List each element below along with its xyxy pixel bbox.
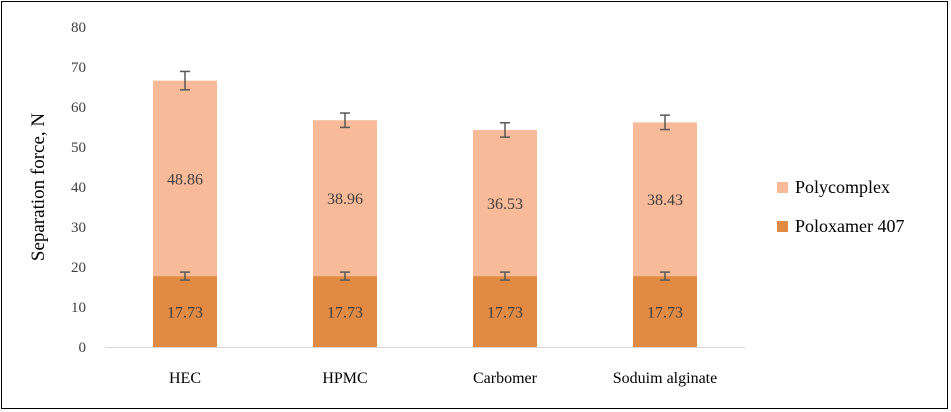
- y-tick-label: 60: [71, 100, 86, 116]
- y-axis-title: Separation force, N: [28, 113, 49, 262]
- y-tick-label: 10: [71, 300, 86, 316]
- data-label: 36.53: [487, 196, 523, 213]
- y-tick-label: 30: [71, 220, 86, 236]
- y-tick-label: 20: [71, 260, 86, 276]
- x-category-label: HPMC: [322, 370, 367, 387]
- y-tick-label: 70: [71, 60, 86, 76]
- bar-segment-polycomplex: [633, 122, 697, 277]
- bar-segment-polycomplex: [153, 80, 217, 277]
- bar-segment-polycomplex: [473, 129, 537, 277]
- legend-label-polycomplex: Polycomplex: [795, 177, 890, 197]
- data-label: 17.73: [487, 305, 523, 322]
- data-label: 38.43: [647, 192, 683, 209]
- bar-segment-poloxamer-407: [153, 276, 217, 347]
- data-label: 17.73: [167, 305, 203, 322]
- bar-segment-poloxamer-407: [633, 276, 697, 347]
- bar-segment-poloxamer-407: [473, 276, 537, 347]
- x-category-label: Carbomer: [473, 370, 538, 387]
- legend-swatch-polycomplex: [777, 182, 788, 193]
- data-label: 17.73: [647, 305, 683, 322]
- data-label: 38.96: [327, 191, 363, 208]
- legend-label-poloxamer-407: Poloxamer 407: [795, 216, 905, 236]
- x-category-label: Soduim alginate: [613, 370, 717, 387]
- legend-swatch-poloxamer-407: [777, 221, 788, 232]
- y-tick-label: 40: [71, 180, 86, 196]
- bar-segment-polycomplex: [313, 120, 377, 277]
- bar-segment-poloxamer-407: [313, 276, 377, 347]
- y-tick-label: 80: [71, 20, 86, 36]
- data-label: 17.73: [327, 305, 363, 322]
- data-label: 48.86: [167, 171, 203, 188]
- y-tick-label: 0: [79, 340, 87, 356]
- y-tick-label: 50: [71, 140, 86, 156]
- x-category-label: HEC: [169, 370, 201, 387]
